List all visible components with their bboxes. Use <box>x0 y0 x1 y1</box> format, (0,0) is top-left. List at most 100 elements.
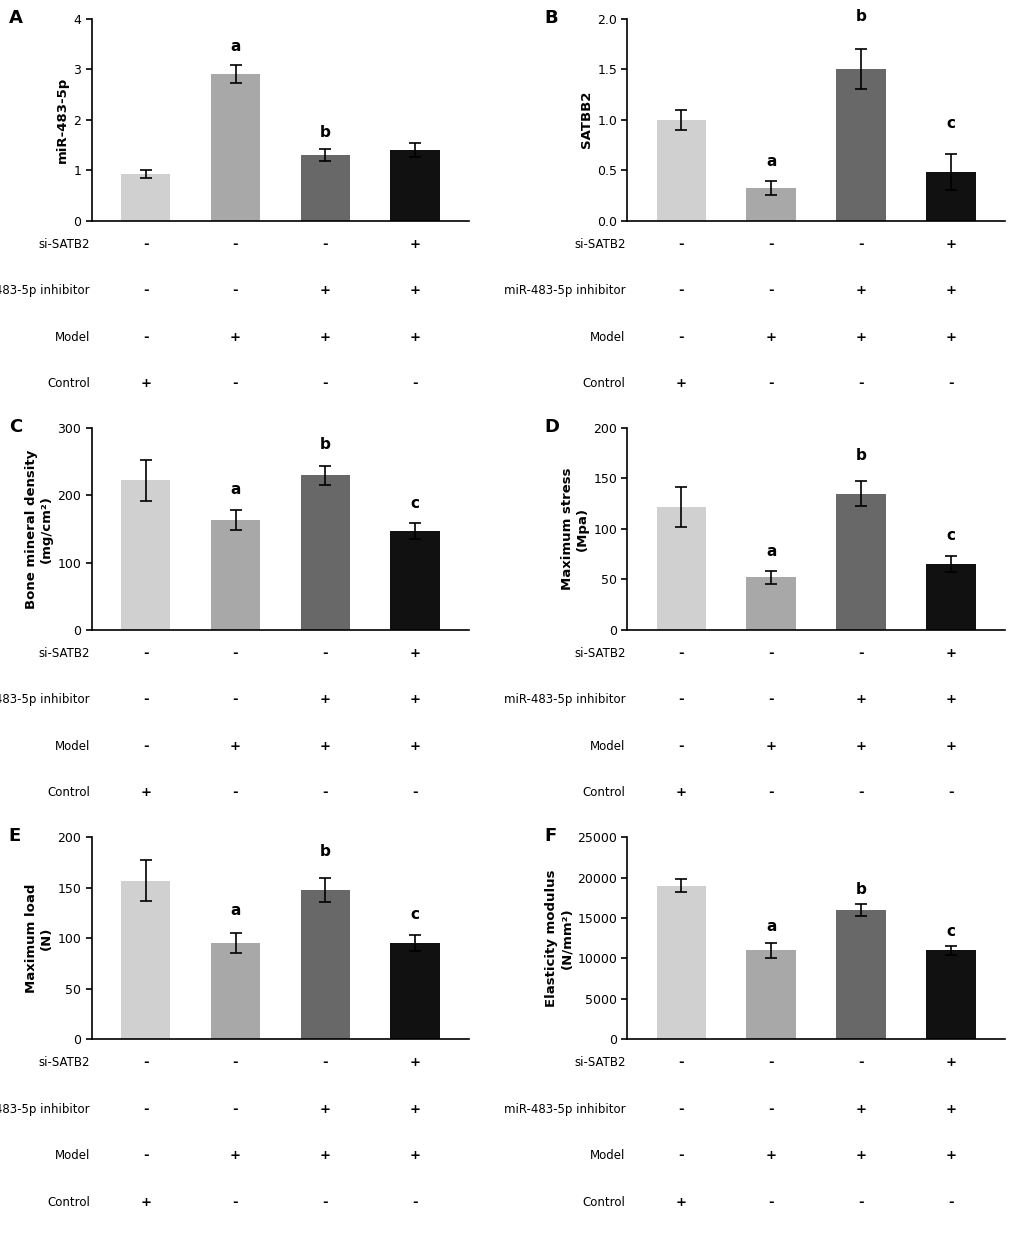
Text: -: - <box>232 1196 238 1209</box>
Text: E: E <box>9 827 21 845</box>
Bar <box>211 520 260 630</box>
Bar <box>301 475 350 630</box>
Text: +: + <box>410 1056 420 1069</box>
Text: -: - <box>767 1103 773 1116</box>
Text: si-SATB2: si-SATB2 <box>574 647 625 660</box>
Text: D: D <box>544 418 559 436</box>
Text: -: - <box>767 284 773 297</box>
Text: -: - <box>143 330 149 344</box>
Text: Model: Model <box>590 1149 625 1162</box>
Text: c: c <box>411 495 419 511</box>
Text: -: - <box>857 787 863 799</box>
Bar <box>746 577 795 630</box>
Bar <box>390 943 439 1039</box>
Text: -: - <box>143 237 149 251</box>
Text: si-SATB2: si-SATB2 <box>574 237 625 251</box>
Text: Control: Control <box>47 377 90 390</box>
Text: si-SATB2: si-SATB2 <box>39 647 90 660</box>
Text: +: + <box>765 740 775 753</box>
Text: -: - <box>678 1149 684 1162</box>
Text: -: - <box>322 1056 328 1069</box>
Text: -: - <box>322 1196 328 1209</box>
Text: -: - <box>678 330 684 344</box>
Text: -: - <box>322 787 328 799</box>
Text: -: - <box>322 237 328 251</box>
Text: -: - <box>232 1103 238 1116</box>
Text: -: - <box>232 787 238 799</box>
Text: -: - <box>143 1149 149 1162</box>
Bar <box>390 531 439 630</box>
Text: -: - <box>412 377 418 390</box>
Text: c: c <box>946 529 955 544</box>
Text: +: + <box>410 1149 420 1162</box>
Text: +: + <box>410 237 420 251</box>
Text: b: b <box>855 9 865 24</box>
Text: b: b <box>855 882 865 897</box>
Text: +: + <box>945 330 956 344</box>
Bar <box>301 890 350 1039</box>
Text: a: a <box>230 903 240 918</box>
Text: -: - <box>232 1056 238 1069</box>
Text: -: - <box>767 1196 773 1209</box>
Text: Control: Control <box>582 787 625 799</box>
Text: F: F <box>544 827 556 845</box>
Text: Model: Model <box>590 330 625 344</box>
Bar <box>656 506 705 630</box>
Text: +: + <box>229 330 240 344</box>
Text: -: - <box>232 237 238 251</box>
Bar <box>836 910 884 1039</box>
Text: b: b <box>320 125 330 140</box>
Text: +: + <box>855 740 866 753</box>
Text: miR-483-5p inhibitor: miR-483-5p inhibitor <box>0 694 90 706</box>
Text: -: - <box>678 694 684 706</box>
Text: Control: Control <box>47 787 90 799</box>
Text: -: - <box>143 1056 149 1069</box>
Y-axis label: miR-483-5p: miR-483-5p <box>56 77 69 163</box>
Bar <box>390 150 439 221</box>
Text: -: - <box>143 1103 149 1116</box>
Text: miR-483-5p inhibitor: miR-483-5p inhibitor <box>503 284 625 297</box>
Text: b: b <box>320 844 330 860</box>
Bar <box>301 155 350 221</box>
Text: a: a <box>230 482 240 496</box>
Text: B: B <box>544 9 557 26</box>
Text: +: + <box>410 740 420 753</box>
Bar <box>656 886 705 1039</box>
Text: -: - <box>143 740 149 753</box>
Text: +: + <box>855 330 866 344</box>
Text: -: - <box>767 694 773 706</box>
Text: +: + <box>320 330 330 344</box>
Text: -: - <box>857 647 863 660</box>
Text: +: + <box>765 330 775 344</box>
Text: +: + <box>140 787 151 799</box>
Text: miR-483-5p inhibitor: miR-483-5p inhibitor <box>0 284 90 297</box>
Text: C: C <box>9 418 22 436</box>
Text: -: - <box>143 647 149 660</box>
Text: -: - <box>767 377 773 390</box>
Text: -: - <box>857 377 863 390</box>
Text: Model: Model <box>590 740 625 753</box>
Text: +: + <box>945 1056 956 1069</box>
Text: Control: Control <box>582 1196 625 1209</box>
Text: -: - <box>412 787 418 799</box>
Text: -: - <box>232 647 238 660</box>
Text: -: - <box>857 237 863 251</box>
Text: +: + <box>410 330 420 344</box>
Text: a: a <box>765 920 775 934</box>
Text: -: - <box>232 284 238 297</box>
Text: +: + <box>320 740 330 753</box>
Bar <box>836 494 884 630</box>
Text: -: - <box>767 647 773 660</box>
Text: -: - <box>232 694 238 706</box>
Y-axis label: Maximum stress
(Mpa): Maximum stress (Mpa) <box>560 468 588 591</box>
Bar <box>925 172 974 221</box>
Text: c: c <box>946 115 955 130</box>
Text: +: + <box>945 1103 956 1116</box>
Bar <box>925 565 974 630</box>
Text: +: + <box>855 1149 866 1162</box>
Text: -: - <box>857 1056 863 1069</box>
Text: -: - <box>322 377 328 390</box>
Bar <box>211 943 260 1039</box>
Text: +: + <box>945 284 956 297</box>
Text: Model: Model <box>55 1149 90 1162</box>
